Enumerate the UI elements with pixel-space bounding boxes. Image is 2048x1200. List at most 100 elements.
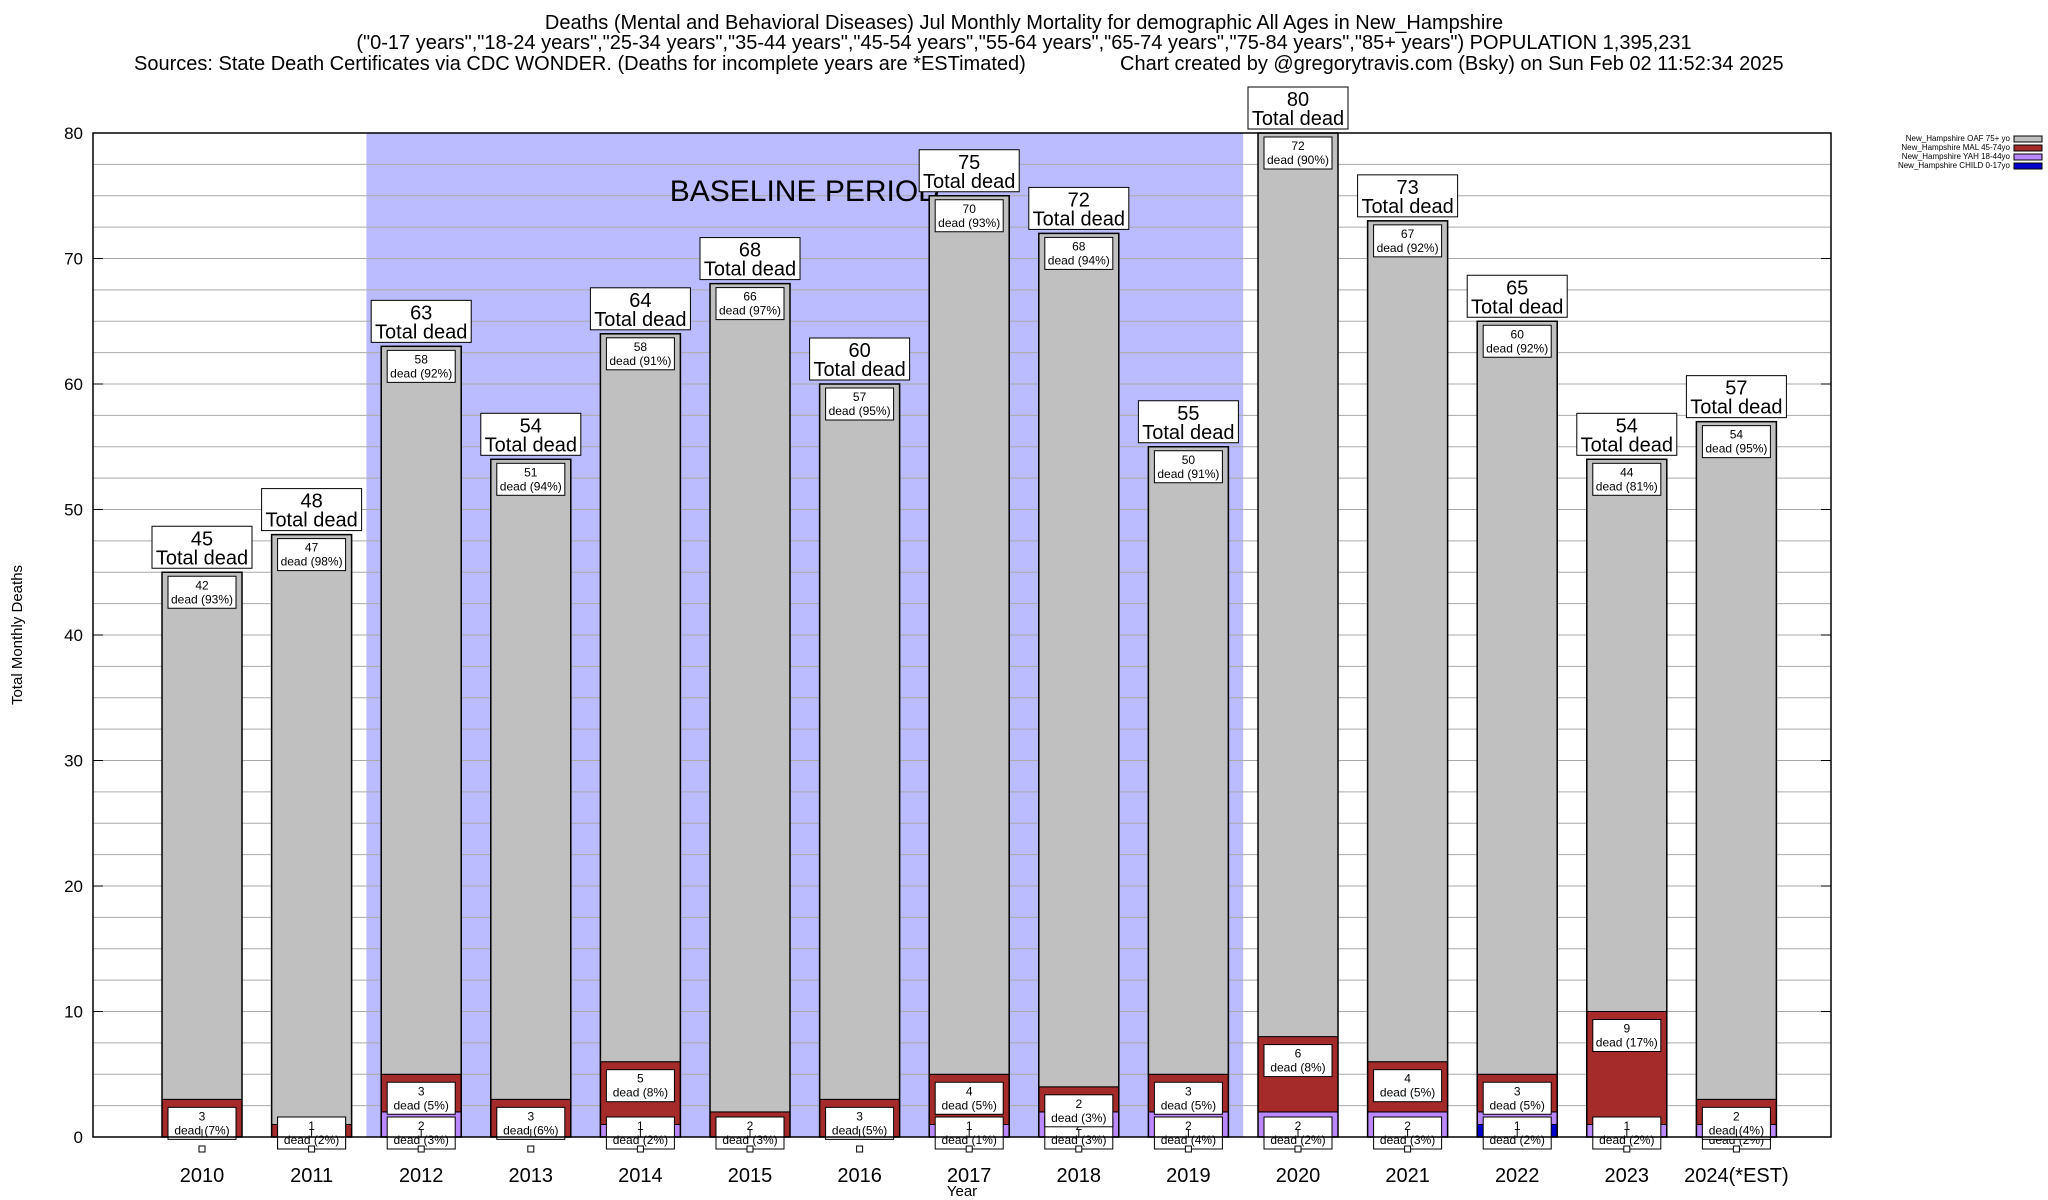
- segment-label-value: 58: [415, 352, 429, 366]
- total-label-box: [589, 287, 691, 331]
- total-label-box: [1357, 174, 1459, 218]
- segment-label-value: 60: [1511, 327, 1525, 341]
- segment-label-value: 54: [1730, 428, 1744, 442]
- total-value: 60: [848, 340, 870, 362]
- zero-marker: [417, 1145, 425, 1153]
- segment-label-box: [1592, 462, 1662, 496]
- segment-label-value: 1: [637, 1119, 644, 1133]
- segment-label-value: 1: [1623, 1119, 1630, 1133]
- segment-label-value: 3: [418, 1084, 425, 1098]
- segment-label-text: dead (5%): [1161, 1098, 1216, 1112]
- total-label: Total dead: [923, 171, 1015, 193]
- segment-label-value: 2: [1295, 1119, 1302, 1133]
- total-value: 54: [1616, 415, 1638, 437]
- segment-label-text: dead (95%): [1705, 442, 1767, 456]
- total-label-box: [1247, 86, 1349, 130]
- zero-marker: [1184, 1145, 1192, 1153]
- segment-label-text: dead (91%): [1157, 467, 1219, 481]
- segment-label-text: dead (93%): [171, 592, 233, 606]
- total-value: 55: [1177, 403, 1199, 425]
- bar-segment: [709, 283, 791, 1113]
- segment-label-text: dead (17%): [1596, 1036, 1658, 1050]
- segment-label-value: 3: [1514, 1084, 1521, 1098]
- y-tick-label: 50: [64, 501, 83, 520]
- total-value: 80: [1287, 89, 1309, 111]
- total-label: Total dead: [704, 259, 796, 281]
- total-label: Total dead: [485, 434, 577, 456]
- zero-marker: [308, 1145, 316, 1153]
- segment-label-box: [605, 337, 675, 371]
- segment-label-box: [934, 199, 1004, 233]
- segment-label-value: 51: [524, 465, 538, 479]
- x-tick-label: 2019: [1166, 1165, 1211, 1187]
- total-label-box: [1685, 375, 1787, 419]
- segment-label-box: [386, 1081, 456, 1115]
- segment-label-value: 42: [195, 578, 209, 592]
- segment-label-text: dead (3%): [1051, 1111, 1106, 1125]
- total-value: 68: [739, 240, 761, 262]
- sources-note: Sources: State Death Certificates via CD…: [134, 53, 1026, 75]
- segment-label-value: 6: [1295, 1047, 1302, 1061]
- segment-label-text: dead (81%): [1596, 479, 1658, 493]
- total-value: 75: [958, 152, 980, 174]
- baseline-period-label: BASELINE PERIOD: [670, 175, 940, 208]
- legend-label: New_Hampshire MAL 45-74yo: [1901, 143, 2010, 152]
- total-label-box: [1028, 186, 1130, 230]
- total-label: Total dead: [1690, 397, 1782, 419]
- segment-label-text: dead (92%): [1377, 241, 1439, 255]
- segment-label-value: 3: [856, 1109, 863, 1123]
- total-label-box: [918, 149, 1020, 193]
- x-axis-label: Year: [947, 1183, 977, 1200]
- segment-label-text: dead (5%): [1380, 1086, 1435, 1100]
- y-tick-label: 60: [64, 375, 83, 394]
- zero-marker: [746, 1145, 754, 1153]
- segment-label-value: 50: [1182, 453, 1196, 467]
- total-label-box: [261, 488, 363, 532]
- plot-frame: [92, 132, 1832, 1138]
- total-label: Total dead: [1581, 434, 1673, 456]
- segment-label-box: [934, 1081, 1004, 1115]
- segment-label-box: [605, 1069, 675, 1103]
- total-label-box: [1466, 274, 1568, 318]
- segment-label-value: 58: [634, 340, 648, 354]
- segment-label-value: 1: [308, 1119, 315, 1133]
- segment-label-text: dead (92%): [390, 366, 452, 380]
- zero-marker: [1075, 1145, 1083, 1153]
- segment-label-text: dead (5%): [394, 1098, 449, 1112]
- segment-label-value: 2: [1733, 1109, 1740, 1123]
- y-tick-label: 30: [64, 752, 83, 771]
- segment-label-value: 9: [1623, 1022, 1630, 1036]
- bar-segment: [1147, 446, 1229, 1075]
- segment-label-value: 70: [963, 202, 977, 216]
- bar-segment: [1257, 132, 1339, 1038]
- y-tick-label: 80: [64, 124, 83, 143]
- segment-label-box: [277, 538, 347, 572]
- zero-marker: [965, 1145, 973, 1153]
- segment-label-text: dead (98%): [281, 555, 343, 569]
- chart-title: Deaths (Mental and Behavioral Diseases) …: [544, 12, 1504, 34]
- segment-label-value: 1: [966, 1119, 973, 1133]
- segment-label-value: 3: [199, 1109, 206, 1123]
- total-label: Total dead: [265, 510, 357, 532]
- total-label-box: [480, 412, 582, 456]
- segment-label-text: dead (8%): [1270, 1061, 1325, 1075]
- segment-label-value: 4: [966, 1084, 973, 1098]
- segment-label-value: 3: [527, 1109, 534, 1123]
- segment-label-text: dead (95%): [829, 404, 891, 418]
- bar-segment: [490, 458, 572, 1100]
- segment-label-box: [1153, 1081, 1223, 1115]
- total-label: Total dead: [1142, 422, 1234, 444]
- segment-label-box: [386, 349, 456, 383]
- segment-label-value: 2: [1185, 1119, 1192, 1133]
- y-tick-label: 70: [64, 250, 83, 269]
- y-tick-label: 20: [64, 877, 83, 896]
- bar-segment: [380, 345, 462, 1075]
- segment-label-box: [1044, 1094, 1114, 1128]
- segment-label-value: 5: [637, 1072, 644, 1086]
- bar-segment: [819, 383, 901, 1100]
- segment-label-text: dead (5%): [942, 1098, 997, 1112]
- total-value: 73: [1396, 177, 1418, 199]
- x-tick-label: 2012: [399, 1165, 444, 1187]
- segment-label-box: [496, 462, 566, 496]
